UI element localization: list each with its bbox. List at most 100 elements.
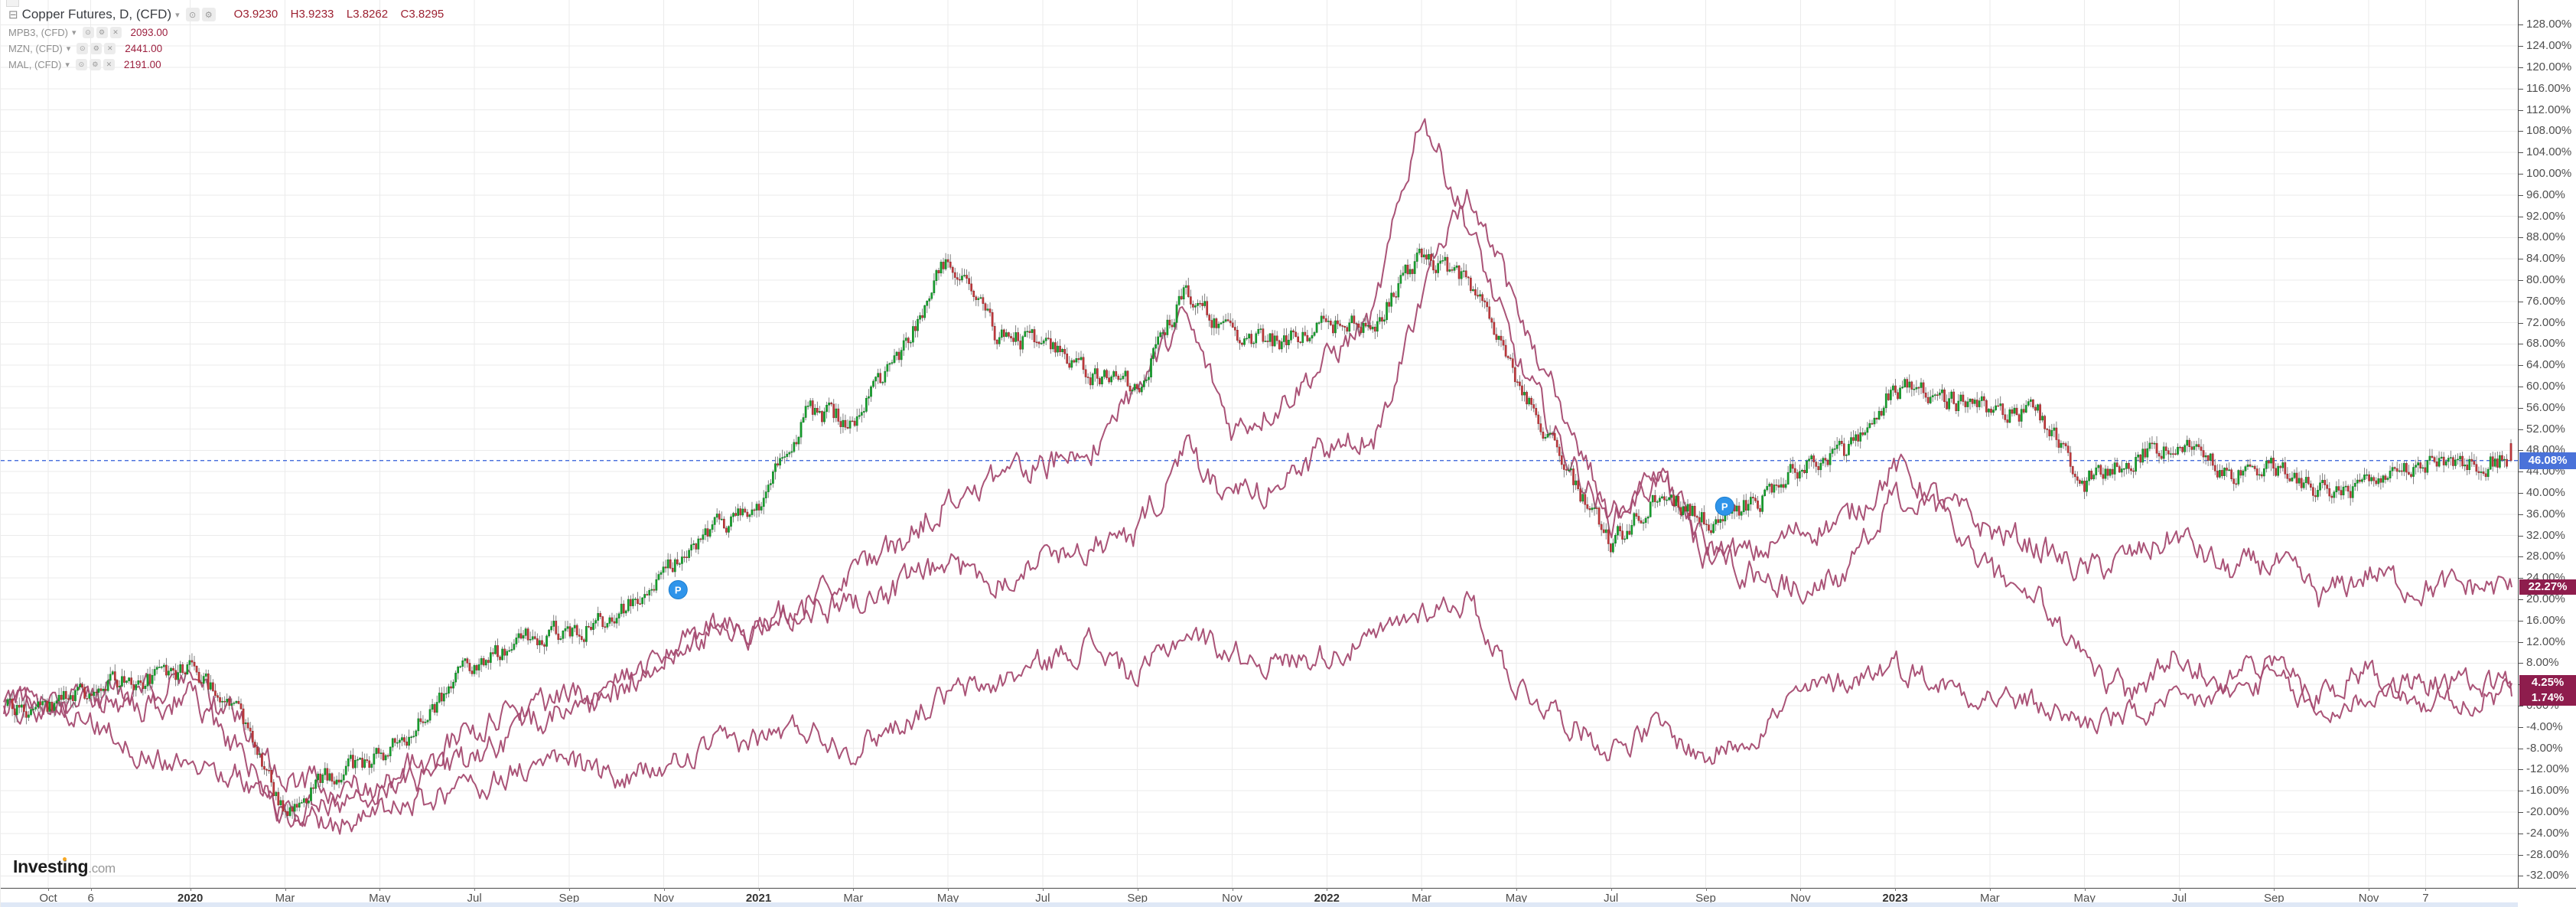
y-axis-label: 80.00% xyxy=(2519,273,2565,286)
y-axis-label: 52.00% xyxy=(2519,422,2565,436)
settings-icon[interactable]: ⚙ xyxy=(89,59,101,70)
y-axis-label: 16.00% xyxy=(2519,613,2565,627)
x-axis-label: May xyxy=(347,888,412,905)
y-axis-label: 32.00% xyxy=(2519,528,2565,542)
investing-watermark: Investing.com xyxy=(13,856,116,876)
settings-icon[interactable]: ⚙ xyxy=(90,43,103,54)
x-axis-label: Mar xyxy=(253,888,318,905)
y-axis-label: 84.00% xyxy=(2519,252,2565,266)
compare-line-MAL xyxy=(3,118,2512,808)
watermark-orange-dot: i xyxy=(62,856,67,876)
x-axis-label: 2021 xyxy=(727,888,791,905)
x-axis-label: May xyxy=(916,888,980,905)
legend: ⊟ Copper Futures, D, (CFD) ▾ ⊙ ⚙ O3.9230… xyxy=(8,5,444,73)
legend-collapse-button[interactable]: ⊟ xyxy=(8,8,18,21)
x-axis-label: Nov xyxy=(2337,888,2401,905)
y-axis-label: -28.00% xyxy=(2519,847,2569,861)
y-axis-label: 120.00% xyxy=(2518,60,2572,73)
compare-symbol-mal[interactable]: MAL, (CFD) xyxy=(8,59,62,70)
x-axis-label: Oct xyxy=(16,888,80,905)
symbol-title[interactable]: Copper Futures, D, (CFD) xyxy=(21,7,172,21)
bottom-scroll-strip xyxy=(1,902,2518,907)
y-axis-label: 96.00% xyxy=(2519,188,2565,201)
x-axis-label: Sep xyxy=(1106,888,1170,905)
y-axis-label: 36.00% xyxy=(2519,507,2565,520)
time-axis[interactable]: Oct 6 2020 Mar May Jul Sep Nov 2021 Mar May Jul Sep N… xyxy=(1,888,2576,907)
y-axis-label: -12.00% xyxy=(2519,762,2569,776)
chevron-down-icon[interactable]: ▾ xyxy=(72,28,77,38)
visibility-icon[interactable]: ⊙ xyxy=(82,27,94,38)
ohlc-open: O3.9230 xyxy=(233,8,278,21)
compare-value: 2093.00 xyxy=(130,27,168,38)
y-axis-label: -24.00% xyxy=(2519,826,2569,840)
y-axis-label: 116.00% xyxy=(2518,81,2571,95)
settings-icon[interactable]: ⚙ xyxy=(96,27,108,38)
svg-text:P: P xyxy=(1721,501,1728,512)
x-axis-label: Mar xyxy=(821,888,885,905)
x-axis-label: Nov xyxy=(1768,888,1832,905)
close-icon[interactable]: ✕ xyxy=(103,59,115,70)
chevron-down-icon[interactable]: ▾ xyxy=(175,10,180,20)
svg-text:P: P xyxy=(675,584,682,595)
y-axis-label: -20.00% xyxy=(2519,805,2569,818)
legend-compare-row: MPB3, (CFD) ▾ ⊙ ⚙ ✕ 2093.00 xyxy=(8,24,444,41)
y-axis-label: -16.00% xyxy=(2519,784,2569,798)
chevron-down-icon[interactable]: ▾ xyxy=(66,44,71,54)
y-axis-label: 128.00% xyxy=(2518,18,2572,31)
compare-symbol-mpb3[interactable]: MPB3, (CFD) xyxy=(8,27,68,38)
candlestick-series xyxy=(6,243,2512,819)
y-axis-label: 68.00% xyxy=(2519,337,2565,351)
event-marker-p[interactable]: P xyxy=(1715,496,1734,516)
y-axis-label: 104.00% xyxy=(2518,145,2572,159)
y-axis-label: -4.00% xyxy=(2519,719,2563,733)
visibility-icon[interactable]: ⊙ xyxy=(75,59,87,70)
event-marker-p[interactable]: P xyxy=(668,579,688,599)
y-axis-label: 108.00% xyxy=(2518,124,2572,138)
y-axis-label: 56.00% xyxy=(2519,400,2565,414)
y-axis-label: 40.00% xyxy=(2519,486,2565,499)
y-axis-label: 72.00% xyxy=(2519,315,2565,329)
x-axis-label: Jul xyxy=(2148,888,2212,905)
y-axis-label: -32.00% xyxy=(2519,869,2569,883)
x-axis-label: Mar xyxy=(1958,888,2022,905)
x-axis-label: 2022 xyxy=(1295,888,1359,905)
compare-value: 2191.00 xyxy=(123,59,161,70)
x-axis-label: Nov xyxy=(1200,888,1265,905)
close-icon[interactable]: ✕ xyxy=(109,27,122,38)
x-axis-label: Mar xyxy=(1389,888,1454,905)
ohlc-high: H3.9233 xyxy=(290,8,334,21)
y-axis-label: 12.00% xyxy=(2519,635,2565,648)
visibility-icon[interactable]: ⊙ xyxy=(77,43,89,54)
legend-compare-row: MAL, (CFD) ▾ ⊙ ⚙ ✕ 2191.00 xyxy=(8,57,444,73)
grid-lines xyxy=(1,0,2518,888)
price-badge: 4.25% xyxy=(2519,675,2576,691)
compare-line-MZN xyxy=(3,188,2512,827)
y-axis-label: 124.00% xyxy=(2518,39,2572,53)
price-badge: 22.27% xyxy=(2519,579,2576,595)
x-axis-label: Jul xyxy=(1011,888,1075,905)
price-axis[interactable]: 128.00% 124.00% 120.00% 116.00% 112.00% 108.0… xyxy=(2518,0,2576,888)
ohlc-values: O3.9230 H3.9233 L3.8262 C3.8295 xyxy=(225,8,445,21)
y-axis-label: 8.00% xyxy=(2519,656,2559,670)
x-axis-label: 2020 xyxy=(158,888,223,905)
compare-value: 2441.00 xyxy=(125,43,163,54)
y-axis-label: 60.00% xyxy=(2519,380,2565,393)
visibility-icon[interactable]: ⊙ xyxy=(185,8,200,21)
compare-symbol-mzn[interactable]: MZN, (CFD) xyxy=(8,43,63,54)
chevron-down-icon[interactable]: ▾ xyxy=(65,60,70,70)
panel-handle[interactable] xyxy=(6,0,19,7)
settings-icon[interactable]: ⚙ xyxy=(201,8,216,21)
y-axis-label: 112.00% xyxy=(2518,103,2571,116)
y-axis-label: 76.00% xyxy=(2519,294,2565,308)
y-axis-label: 64.00% xyxy=(2519,358,2565,372)
legend-compare-row: MZN, (CFD) ▾ ⊙ ⚙ ✕ 2441.00 xyxy=(8,41,444,57)
close-icon[interactable]: ✕ xyxy=(104,43,116,54)
x-axis-label: 7 xyxy=(2393,888,2457,905)
y-axis-label: 20.00% xyxy=(2519,592,2565,605)
legend-main-row: ⊟ Copper Futures, D, (CFD) ▾ ⊙ ⚙ O3.9230… xyxy=(8,5,444,24)
x-axis-label: Sep xyxy=(2242,888,2306,905)
y-axis-label: 28.00% xyxy=(2519,550,2565,563)
y-axis-label: 100.00% xyxy=(2518,167,2572,180)
